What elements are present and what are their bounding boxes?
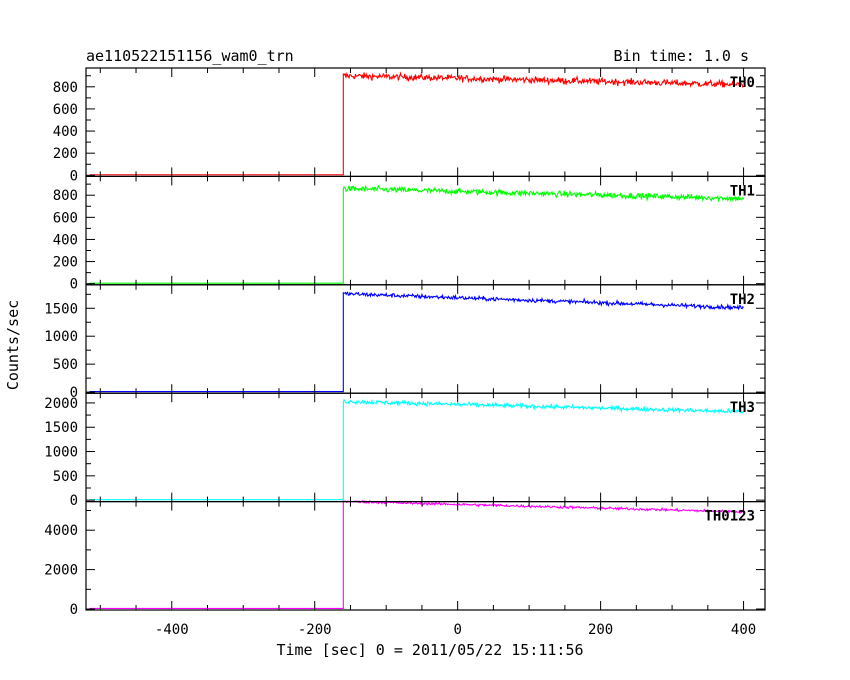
x-tick-label: -200 [298, 622, 332, 638]
panel-label-th3: TH3 [730, 400, 755, 416]
y-tick-label: 800 [53, 80, 78, 96]
y-tick-label: 0 [70, 277, 78, 293]
y-tick-label: 400 [53, 232, 78, 248]
y-tick-label: 600 [53, 210, 78, 226]
chart-title: ae110522151156_wam0_trn [86, 47, 294, 65]
panels-group: 0 200 400 600 800 TH0 0 200 400 600 800 TH1 0 500 1000… [44, 67, 766, 638]
panel-frame-th2 [85, 284, 766, 394]
y-tick-label: 0 [70, 168, 78, 184]
y-tick-label: 1000 [44, 445, 78, 461]
y-tick-label: 1500 [44, 301, 78, 317]
series-line-th1 [89, 184, 745, 284]
panel-frame-th3 [85, 392, 766, 503]
y-tick-label: 400 [53, 124, 78, 140]
y-tick-label: 0 [70, 602, 78, 618]
y-tick-label: 200 [53, 146, 78, 162]
y-tick-label: 500 [53, 357, 78, 373]
x-tick-label: 0 [453, 622, 461, 638]
panel-label-th0123: TH0123 [704, 509, 755, 525]
panel-frame-th0 [85, 67, 766, 178]
y-tick-label: 500 [53, 469, 78, 485]
series-line-th0123 [89, 499, 745, 609]
y-tick-label: 1500 [44, 420, 78, 436]
y-tick-label: 2000 [44, 563, 78, 579]
y-tick-label: 600 [53, 102, 78, 118]
x-tick-label: 200 [588, 622, 613, 638]
y-tick-label: 0 [70, 493, 78, 509]
y-tick-label: 800 [53, 188, 78, 204]
x-tick-label: 400 [731, 622, 756, 638]
panel-label-th0: TH0 [730, 75, 755, 91]
series-line-th0 [89, 71, 744, 176]
panel-label-th1: TH1 [730, 183, 755, 199]
y-tick-label: 1000 [44, 329, 78, 345]
x-tick-label: -400 [155, 622, 189, 638]
x-axis-label: Time [sec] 0 = 2011/05/22 15:11:56 [276, 641, 583, 659]
panel-frame-th1 [85, 175, 766, 286]
series-line-th3 [89, 398, 745, 501]
y-axis-label: Counts/sec [4, 300, 22, 390]
y-tick-label: 0 [70, 385, 78, 401]
panel-frame-th0123 [85, 501, 766, 611]
series-line-th2 [89, 291, 744, 393]
bin-time-label: Bin time: 1.0 s [614, 47, 749, 65]
y-tick-label: 4000 [44, 523, 78, 539]
panel-label-th2: TH2 [730, 292, 755, 308]
y-tick-label: 200 [53, 255, 78, 271]
y-tick-label: 2000 [44, 396, 78, 412]
